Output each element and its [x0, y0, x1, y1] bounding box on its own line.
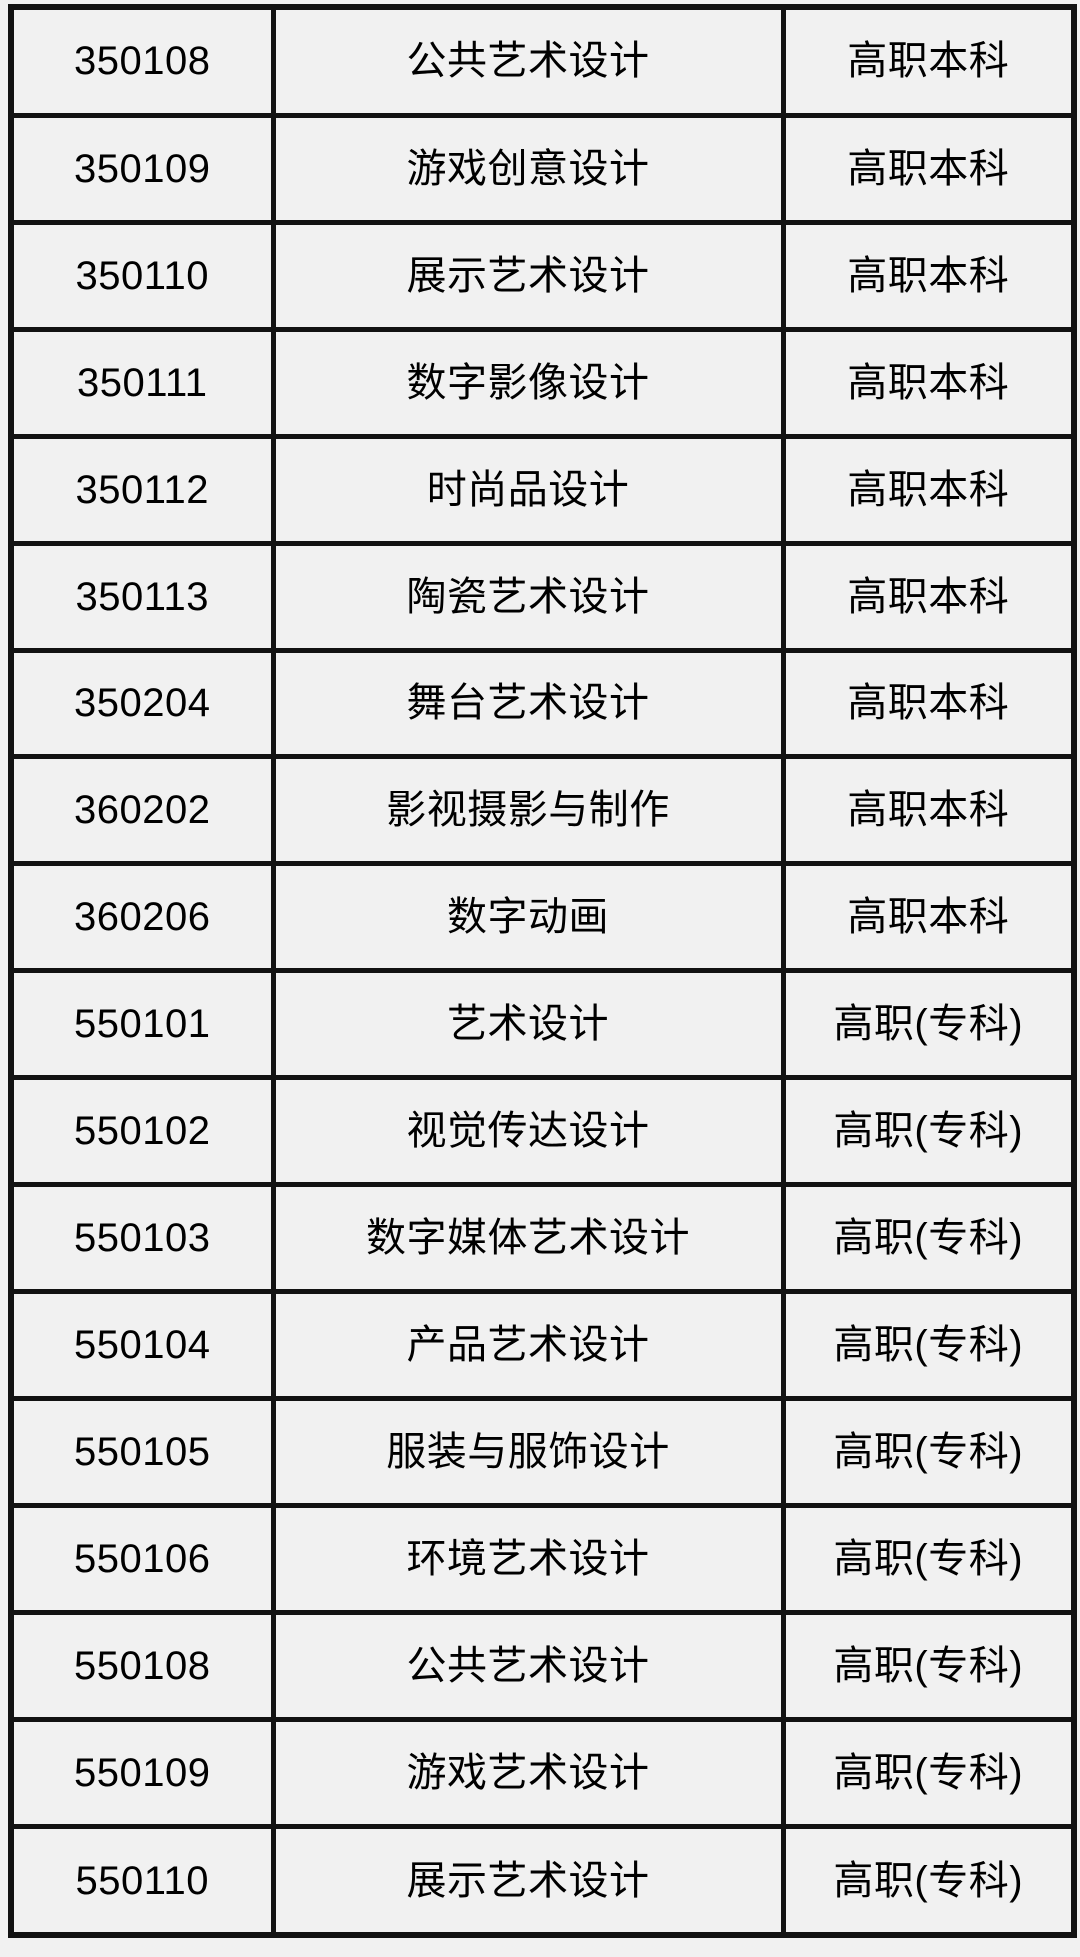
- table-row: 360206 数字动画 高职本科: [8, 861, 1077, 974]
- table-row: 350112 时尚品设计 高职本科: [8, 433, 1077, 546]
- major-code-cell: 550104: [8, 1289, 276, 1402]
- major-level-cell: 高职(专科): [780, 1396, 1077, 1509]
- major-level-cell: 高职(专科): [780, 1289, 1077, 1402]
- major-code-cell: 350109: [8, 112, 276, 225]
- major-name-cell: 产品艺术设计: [270, 1289, 786, 1402]
- major-name-cell: 视觉传达设计: [270, 1075, 786, 1188]
- major-name-cell: 游戏创意设计: [270, 112, 786, 225]
- major-name-cell: 服装与服饰设计: [270, 1396, 786, 1509]
- major-code-cell: 360202: [8, 754, 276, 867]
- table-row: 550108 公共艺术设计 高职(专科): [8, 1610, 1077, 1723]
- major-code-cell: 550109: [8, 1717, 276, 1830]
- major-code-cell: 350113: [8, 540, 276, 653]
- major-code-cell: 350111: [8, 326, 276, 439]
- major-code-cell: 350110: [8, 219, 276, 332]
- table-row: 350108 公共艺术设计 高职本科: [8, 4, 1077, 118]
- major-level-cell: 高职(专科): [780, 968, 1077, 1081]
- majors-table-body: 350108 公共艺术设计 高职本科 350109 游戏创意设计 高职本科 350110 展示…: [8, 4, 1077, 1938]
- major-level-cell: 高职(专科): [780, 1503, 1077, 1616]
- major-name-cell: 数字影像设计: [270, 326, 786, 439]
- table-row: 360202 影视摄影与制作 高职本科: [8, 754, 1077, 867]
- major-name-cell: 环境艺术设计: [270, 1503, 786, 1616]
- major-code-cell: 550108: [8, 1610, 276, 1723]
- major-level-cell: 高职本科: [780, 433, 1077, 546]
- major-code-cell: 550105: [8, 1396, 276, 1509]
- major-name-cell: 舞台艺术设计: [270, 647, 786, 760]
- major-name-cell: 公共艺术设计: [270, 1610, 786, 1723]
- major-code-cell: 550103: [8, 1182, 276, 1295]
- table-row: 350113 陶瓷艺术设计 高职本科: [8, 540, 1077, 653]
- major-level-cell: 高职(专科): [780, 1075, 1077, 1188]
- major-code-cell: 550110: [8, 1824, 276, 1938]
- major-name-cell: 展示艺术设计: [270, 219, 786, 332]
- major-level-cell: 高职本科: [780, 540, 1077, 653]
- table-row: 550105 服装与服饰设计 高职(专科): [8, 1396, 1077, 1509]
- major-level-cell: 高职本科: [780, 219, 1077, 332]
- major-name-cell: 数字媒体艺术设计: [270, 1182, 786, 1295]
- major-name-cell: 时尚品设计: [270, 433, 786, 546]
- major-level-cell: 高职本科: [780, 112, 1077, 225]
- table-row: 350204 舞台艺术设计 高职本科: [8, 647, 1077, 760]
- table-row: 350111 数字影像设计 高职本科: [8, 326, 1077, 439]
- major-level-cell: 高职(专科): [780, 1824, 1077, 1938]
- majors-table: 350108 公共艺术设计 高职本科 350109 游戏创意设计 高职本科 350110 展示…: [8, 4, 1077, 1938]
- major-code-cell: 350204: [8, 647, 276, 760]
- major-code-cell: 350112: [8, 433, 276, 546]
- major-code-cell: 350108: [8, 4, 276, 118]
- table-row: 550110 展示艺术设计 高职(专科): [8, 1824, 1077, 1938]
- major-code-cell: 550101: [8, 968, 276, 1081]
- major-name-cell: 公共艺术设计: [270, 4, 786, 118]
- table-row: 550103 数字媒体艺术设计 高职(专科): [8, 1182, 1077, 1295]
- major-name-cell: 陶瓷艺术设计: [270, 540, 786, 653]
- table-row: 550102 视觉传达设计 高职(专科): [8, 1075, 1077, 1188]
- major-level-cell: 高职本科: [780, 4, 1077, 118]
- major-code-cell: 550106: [8, 1503, 276, 1616]
- major-name-cell: 影视摄影与制作: [270, 754, 786, 867]
- major-code-cell: 360206: [8, 861, 276, 974]
- table-row: 550101 艺术设计 高职(专科): [8, 968, 1077, 1081]
- table-row: 550106 环境艺术设计 高职(专科): [8, 1503, 1077, 1616]
- table-row: 350110 展示艺术设计 高职本科: [8, 219, 1077, 332]
- major-level-cell: 高职本科: [780, 754, 1077, 867]
- major-level-cell: 高职(专科): [780, 1182, 1077, 1295]
- major-name-cell: 游戏艺术设计: [270, 1717, 786, 1830]
- major-level-cell: 高职(专科): [780, 1610, 1077, 1723]
- major-level-cell: 高职本科: [780, 326, 1077, 439]
- major-name-cell: 艺术设计: [270, 968, 786, 1081]
- major-code-cell: 550102: [8, 1075, 276, 1188]
- major-level-cell: 高职(专科): [780, 1717, 1077, 1830]
- major-level-cell: 高职本科: [780, 861, 1077, 974]
- table-row: 550104 产品艺术设计 高职(专科): [8, 1289, 1077, 1402]
- major-name-cell: 展示艺术设计: [270, 1824, 786, 1938]
- table-row: 350109 游戏创意设计 高职本科: [8, 112, 1077, 225]
- table-row: 550109 游戏艺术设计 高职(专科): [8, 1717, 1077, 1830]
- major-level-cell: 高职本科: [780, 647, 1077, 760]
- major-name-cell: 数字动画: [270, 861, 786, 974]
